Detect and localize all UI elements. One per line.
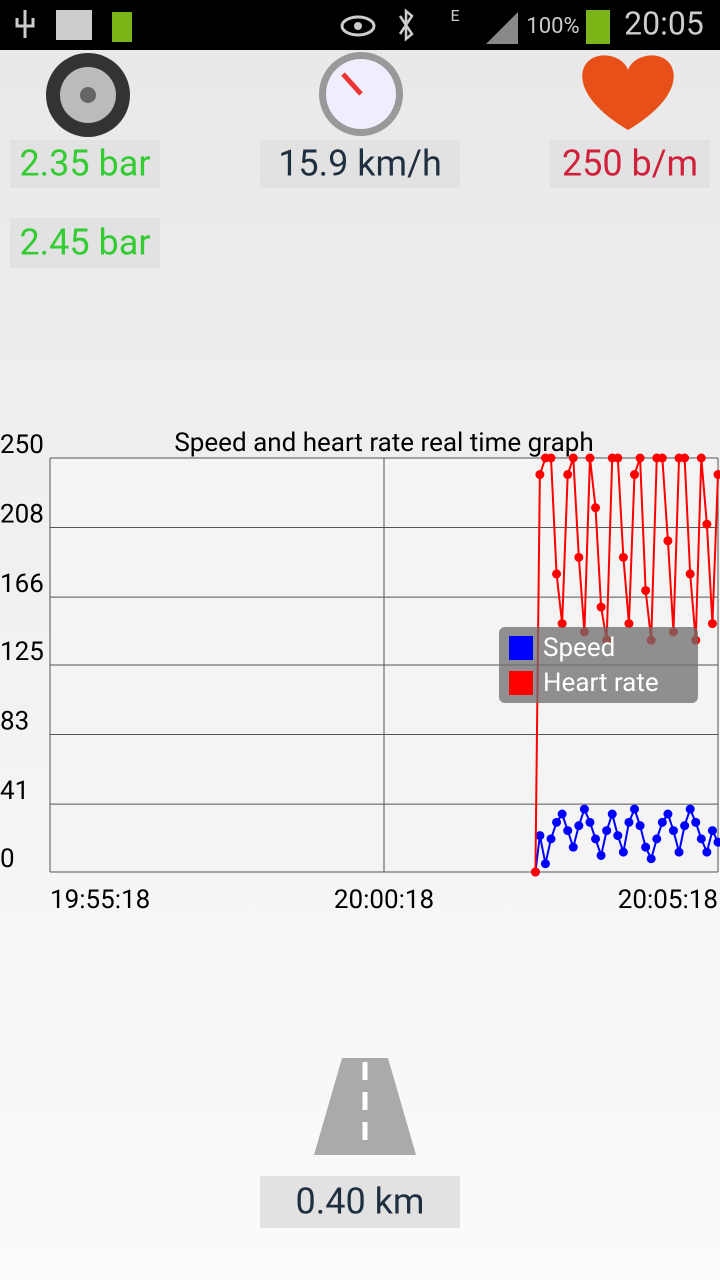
data-point [708, 619, 717, 628]
data-point [658, 454, 667, 463]
data-point [585, 818, 594, 827]
data-point [585, 454, 594, 463]
speedometer-icon [319, 52, 403, 136]
data-point [580, 805, 589, 814]
data-point [702, 848, 711, 857]
legend-swatch [509, 636, 533, 660]
data-point [602, 826, 611, 835]
data-point [663, 536, 672, 545]
x-tick-label: 20:05:18 [618, 885, 718, 915]
y-tick-label: 125 [0, 637, 44, 667]
data-point [613, 454, 622, 463]
data-point [641, 843, 650, 852]
y-tick-label: 0 [0, 844, 15, 874]
legend-label: Speed [543, 633, 615, 663]
speed-reading: 15.9 km/h [278, 143, 442, 185]
data-point [675, 848, 684, 857]
data-point [697, 834, 706, 843]
data-point [591, 503, 600, 512]
distance-reading: 0.40 km [296, 1181, 425, 1223]
data-point [558, 810, 567, 819]
data-point [541, 859, 550, 868]
data-point [531, 868, 540, 877]
data-point [552, 569, 561, 578]
data-point [558, 619, 567, 628]
data-point [608, 810, 617, 819]
data-point [680, 821, 689, 830]
data-point [574, 553, 583, 562]
heart-rate-reading: 250 b/m [562, 143, 698, 185]
data-point [658, 818, 667, 827]
pressure-rear: 2.45 bar [19, 222, 150, 264]
data-point [547, 454, 556, 463]
data-point [624, 619, 633, 628]
data-point [680, 454, 689, 463]
data-point [630, 470, 639, 479]
data-point [630, 805, 639, 814]
x-tick-label: 20:00:18 [334, 885, 434, 915]
x-tick-label: 19:55:18 [50, 885, 150, 915]
data-point [624, 818, 633, 827]
data-point [563, 470, 572, 479]
data-point [636, 454, 645, 463]
data-point [547, 834, 556, 843]
legend-label: Heart rate [543, 668, 659, 698]
data-point [636, 821, 645, 830]
data-point [686, 569, 695, 578]
pressure-front: 2.35 bar [19, 143, 150, 185]
data-point [641, 586, 650, 595]
data-point [613, 831, 622, 840]
y-tick-label: 250 [0, 430, 44, 460]
data-point [669, 826, 678, 835]
data-point [691, 818, 700, 827]
wheel-icon [46, 53, 130, 137]
network-type: E [450, 6, 459, 25]
data-point [619, 553, 628, 562]
data-point [697, 454, 706, 463]
data-point [597, 603, 606, 612]
data-point [552, 818, 561, 827]
y-tick-label: 166 [0, 569, 44, 599]
data-point [535, 470, 544, 479]
data-point [708, 826, 717, 835]
y-tick-label: 208 [0, 499, 44, 529]
data-point [597, 851, 606, 860]
data-point [686, 805, 695, 814]
data-point [591, 834, 600, 843]
chart-title: Speed and heart rate real time graph [174, 428, 593, 458]
clock: 20:05 [624, 4, 704, 42]
data-point [569, 454, 578, 463]
data-point [574, 821, 583, 830]
data-point [563, 826, 572, 835]
y-tick-label: 41 [0, 776, 29, 806]
data-point [663, 810, 672, 819]
data-point [619, 848, 628, 857]
data-point [647, 854, 656, 863]
battery-level: 100% [526, 14, 579, 39]
legend-swatch [509, 671, 533, 695]
data-point [569, 843, 578, 852]
data-point [652, 834, 661, 843]
data-point [702, 520, 711, 529]
chart: Speed and heart rate real time graph 0 41… [0, 428, 720, 915]
y-tick-label: 83 [0, 706, 29, 736]
